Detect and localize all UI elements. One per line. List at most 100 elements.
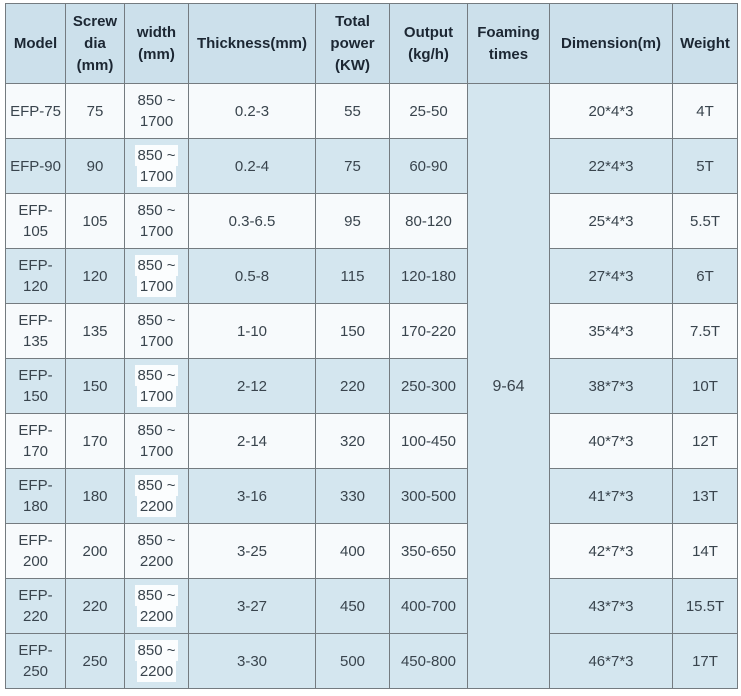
cell-total-power: 500 bbox=[315, 633, 390, 689]
cell-dimension: 38*7*3 bbox=[549, 358, 673, 414]
col-header-thickness: Thickness(mm) bbox=[188, 3, 316, 84]
table-row: EFP-170 170 850 ~ 1700 2-14 320 100-450 4… bbox=[5, 413, 738, 469]
width-line-2: 1700 bbox=[139, 113, 174, 130]
cell-weight: 6T bbox=[672, 248, 738, 304]
cell-width: 850 ~2200 bbox=[124, 468, 189, 524]
cell-dimension: 22*4*3 bbox=[549, 138, 673, 194]
cell-screw-dia: 150 bbox=[65, 358, 125, 414]
col-header-screw-dia: Screw dia (mm) bbox=[65, 3, 125, 84]
table-row: EFP-150 150 850 ~1700 2-12 220 250-300 3… bbox=[5, 358, 738, 414]
cell-weight: 7.5T bbox=[672, 303, 738, 359]
cell-dimension: 35*4*3 bbox=[549, 303, 673, 359]
cell-total-power: 220 bbox=[315, 358, 390, 414]
cell-thickness: 3-25 bbox=[188, 523, 316, 579]
table-row: EFP-180 180 850 ~2200 3-16 330 300-500 4… bbox=[5, 468, 738, 524]
cell-width: 850 ~1700 bbox=[124, 248, 189, 304]
cell-screw-dia: 170 bbox=[65, 413, 125, 469]
col-header-output: Output (kg/h) bbox=[389, 3, 468, 84]
cell-weight: 5.5T bbox=[672, 193, 738, 249]
cell-output: 120-180 bbox=[389, 248, 468, 304]
table-row: EFP-75 75 850 ~1700 0.2-3 55 25-50 9-64 … bbox=[5, 83, 738, 689]
cell-screw-dia: 90 bbox=[65, 138, 125, 194]
cell-dimension: 20*4*3 bbox=[549, 83, 673, 139]
width-line-2: 2200 bbox=[139, 553, 174, 570]
col-header-width: width (mm) bbox=[124, 3, 189, 84]
cell-weight: 5T bbox=[672, 138, 738, 194]
cell-screw-dia: 220 bbox=[65, 578, 125, 634]
cell-screw-dia: 180 bbox=[65, 468, 125, 524]
width-line-2: 2200 bbox=[136, 496, 177, 517]
header-row: Model Screw dia (mm) width (mm) Thicknes… bbox=[5, 3, 738, 84]
cell-output: 80-120 bbox=[389, 193, 468, 249]
cell-output: 300-500 bbox=[389, 468, 468, 524]
cell-weight: 15.5T bbox=[672, 578, 738, 634]
width-line-2: 1700 bbox=[136, 386, 177, 407]
cell-model: EFP-120 bbox=[5, 248, 66, 304]
table-row: EFP-200 200 850 ~ 2200 3-25 400 350-650 4… bbox=[5, 523, 738, 579]
cell-dimension: 27*4*3 bbox=[549, 248, 673, 304]
cell-output: 400-700 bbox=[389, 578, 468, 634]
cell-weight: 10T bbox=[672, 358, 738, 414]
cell-screw-dia: 75 bbox=[65, 83, 125, 139]
width-line-2: 2200 bbox=[136, 606, 177, 627]
cell-output: 100-450 bbox=[389, 413, 468, 469]
cell-thickness: 2-14 bbox=[188, 413, 316, 469]
cell-weight: 13T bbox=[672, 468, 738, 524]
cell-model: EFP-105 bbox=[5, 193, 66, 249]
width-line-2: 1700 bbox=[139, 443, 174, 460]
width-line-2: 1700 bbox=[139, 223, 174, 240]
cell-dimension: 40*7*3 bbox=[549, 413, 673, 469]
cell-output: 25-50 bbox=[389, 83, 468, 139]
cell-width: 850 ~1700 bbox=[124, 303, 189, 359]
table-row: EFP-90 90 850 ~1700 0.2-4 75 60-90 22*4*… bbox=[5, 138, 738, 194]
cell-model: EFP-220 bbox=[5, 578, 66, 634]
cell-width: 850 ~2200 bbox=[124, 578, 189, 634]
cell-screw-dia: 135 bbox=[65, 303, 125, 359]
width-line-1: 850 ~ bbox=[137, 532, 176, 549]
cell-total-power: 400 bbox=[315, 523, 390, 579]
cell-weight: 14T bbox=[672, 523, 738, 579]
cell-screw-dia: 250 bbox=[65, 633, 125, 689]
cell-total-power: 450 bbox=[315, 578, 390, 634]
cell-model: EFP-150 bbox=[5, 358, 66, 414]
table-row: EFP-135 135 850 ~ 1700 1-10 150 170-220 3… bbox=[5, 303, 738, 359]
cell-total-power: 330 bbox=[315, 468, 390, 524]
width-line-1: 850 ~ bbox=[137, 202, 176, 219]
cell-output: 350-650 bbox=[389, 523, 468, 579]
cell-total-power: 115 bbox=[315, 248, 390, 304]
cell-dimension: 42*7*3 bbox=[549, 523, 673, 579]
width-line-1: 850 ~ bbox=[137, 312, 176, 329]
cell-width: 850 ~ 2200 bbox=[124, 523, 189, 579]
cell-dimension: 46*7*3 bbox=[549, 633, 673, 689]
col-header-total-power: Total power (KW) bbox=[315, 3, 390, 84]
cell-model: EFP-135 bbox=[5, 303, 66, 359]
table-row: EFP-220 220 850 ~2200 3-27 450 400-700 4… bbox=[5, 578, 738, 634]
cell-thickness: 0.3-6.5 bbox=[188, 193, 316, 249]
cell-thickness: 1-10 bbox=[188, 303, 316, 359]
cell-total-power: 150 bbox=[315, 303, 390, 359]
col-header-weight: Weight bbox=[672, 3, 738, 84]
cell-thickness: 2-12 bbox=[188, 358, 316, 414]
cell-screw-dia: 200 bbox=[65, 523, 125, 579]
width-line-1: 850 ~ bbox=[134, 475, 179, 496]
cell-model: EFP-250 bbox=[5, 633, 66, 689]
cell-dimension: 41*7*3 bbox=[549, 468, 673, 524]
width-line-1: 850 ~ bbox=[134, 640, 179, 661]
cell-thickness: 3-30 bbox=[188, 633, 316, 689]
width-line-1: 850 ~ bbox=[134, 365, 179, 386]
cell-output: 250-300 bbox=[389, 358, 468, 414]
cell-total-power: 95 bbox=[315, 193, 390, 249]
width-line-1: 850 ~ bbox=[134, 145, 179, 166]
width-line-1: 850 ~ bbox=[137, 92, 176, 109]
col-header-foaming-times: Foaming times bbox=[467, 3, 550, 84]
col-header-dimension: Dimension(m) bbox=[549, 3, 673, 84]
cell-model: EFP-200 bbox=[5, 523, 66, 579]
cell-width: 850 ~ 1700 bbox=[124, 193, 189, 249]
width-line-2: 2200 bbox=[136, 661, 177, 682]
cell-thickness: 0.2-3 bbox=[188, 83, 316, 139]
table-row: EFP-105 105 850 ~1700 0.3-6.5 95 80-120 … bbox=[5, 193, 738, 249]
width-line-2: 1700 bbox=[136, 166, 177, 187]
cell-model: EFP-170 bbox=[5, 413, 66, 469]
cell-weight: 17T bbox=[672, 633, 738, 689]
cell-weight: 4T bbox=[672, 83, 738, 139]
